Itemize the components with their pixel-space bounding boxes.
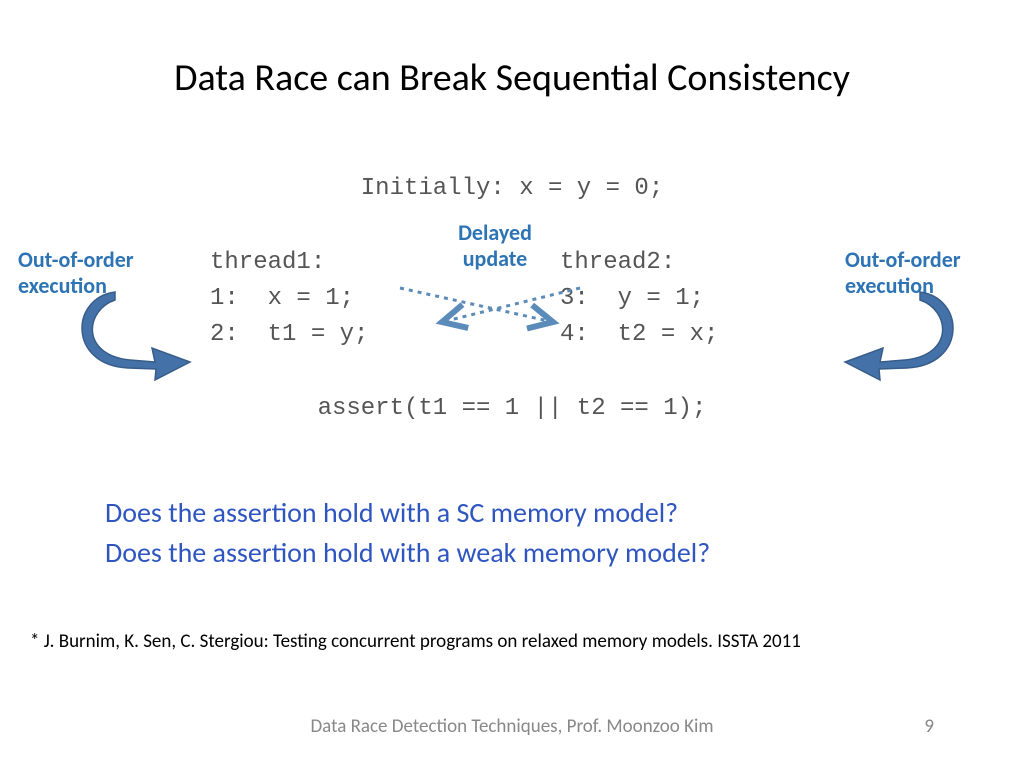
- code-line: 2: t1 = y;: [210, 321, 368, 348]
- code-line: 3: y = 1;: [560, 285, 704, 312]
- label-line: Delayed: [458, 219, 532, 246]
- label-delayed-update: Delayed update: [445, 220, 545, 273]
- curved-arrow-left-icon: [82, 292, 190, 380]
- label-line: update: [463, 245, 528, 272]
- label-line: Out-of-order: [845, 246, 961, 273]
- dotted-arrow-icon: [400, 288, 553, 322]
- code-thread2: thread2: 3: y = 1; 4: t2 = x;: [560, 245, 718, 353]
- footer-title: Data Race Detection Techniques, Prof. Mo…: [0, 715, 1024, 738]
- code-line: 1: x = 1;: [210, 285, 354, 312]
- curved-arrow-right-icon: [845, 292, 953, 380]
- question-weak-model: Does the assertion hold with a weak memo…: [105, 535, 710, 570]
- citation-text: * J. Burnim, K. Sen, C. Stergiou: Testin…: [30, 630, 1000, 653]
- page-number: 9: [924, 715, 934, 738]
- slide-title: Data Race can Break Sequential Consisten…: [0, 55, 1024, 101]
- code-line: thread1:: [210, 249, 325, 276]
- code-thread1: thread1: 1: x = 1; 2: t1 = y;: [210, 245, 368, 353]
- label-out-of-order-right: Out-of-order execution: [845, 247, 961, 300]
- label-line: execution: [845, 272, 934, 299]
- code-initial: Initially: x = y = 0;: [0, 175, 1024, 202]
- code-line: thread2:: [560, 249, 675, 276]
- label-out-of-order-left: Out-of-order execution: [18, 247, 134, 300]
- code-assert: assert(t1 == 1 || t2 == 1);: [0, 395, 1024, 422]
- question-sc-model: Does the assertion hold with a SC memory…: [105, 495, 678, 530]
- label-line: execution: [18, 272, 107, 299]
- label-line: Out-of-order: [18, 246, 134, 273]
- code-line: 4: t2 = x;: [560, 321, 718, 348]
